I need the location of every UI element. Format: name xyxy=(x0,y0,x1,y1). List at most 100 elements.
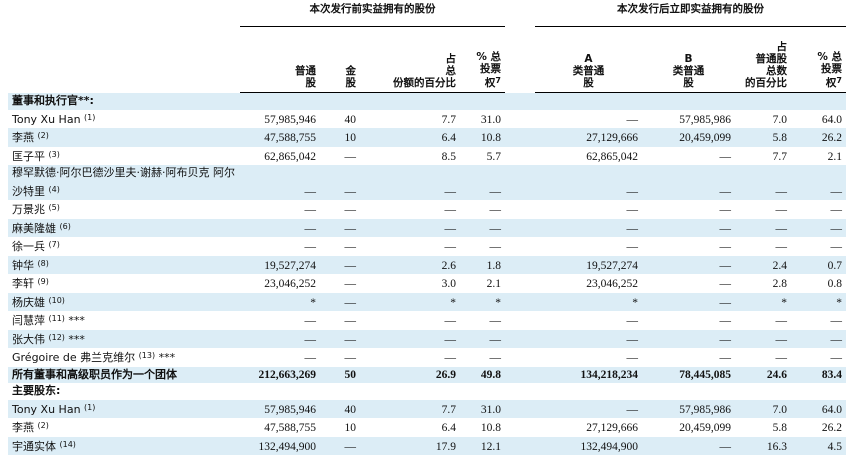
column-header-line: 权 xyxy=(485,77,496,89)
value-cell: — xyxy=(360,311,460,330)
value-cell: 7.0 xyxy=(735,400,791,419)
value-cell: 5.7 xyxy=(460,147,505,166)
spacer xyxy=(505,110,535,129)
table-row: 穆罕默德·阿尔巴德沙里夫·谢赫·阿布贝克 阿尔沙特里 (4)———————— xyxy=(8,165,846,200)
row-label: 所有董事和高级职员作为一个团体 xyxy=(12,368,177,381)
row-label: 李燕 xyxy=(12,421,34,434)
value-cell: 6.4 xyxy=(360,128,460,147)
column-header-line: 占 xyxy=(777,41,788,53)
value-cell: 0.8 xyxy=(791,274,846,293)
value-cell: — xyxy=(240,311,320,330)
footnote-ref: (5) xyxy=(49,203,60,212)
row-label-cell: 董事和执行官**: xyxy=(8,93,846,110)
row-label-cell: 麻美隆雄 (6) xyxy=(8,219,240,238)
spacer xyxy=(505,418,535,437)
footnote-ref: 7 xyxy=(495,76,501,85)
value-cell: 10.8 xyxy=(460,128,505,147)
value-cell: 27,129,666 xyxy=(535,128,642,147)
row-label: 主要股东: xyxy=(12,384,60,397)
value-cell: — xyxy=(240,219,320,238)
value-cell: — xyxy=(535,330,642,349)
value-cell: 17.9 xyxy=(360,437,460,455)
value-cell: — xyxy=(642,311,735,330)
value-cell: — xyxy=(791,311,846,330)
spacer xyxy=(505,200,535,219)
row-label-cell: 李燕 (2) xyxy=(8,128,240,147)
row-label-cell: 闫慧萍 (11) *** xyxy=(8,311,240,330)
row-label: 匡子平 xyxy=(12,150,45,163)
group-header: 本次发行前实益拥有的股份 xyxy=(240,0,505,27)
value-cell: — xyxy=(735,311,791,330)
value-cell: 40 xyxy=(320,110,360,129)
spacer xyxy=(505,256,535,275)
value-cell: * xyxy=(360,293,460,312)
value-cell: 5.8 xyxy=(735,128,791,147)
value-cell: 0.7 xyxy=(791,256,846,275)
column-header-line: 总 xyxy=(446,65,457,77)
value-cell: 212,663,269 xyxy=(240,367,320,384)
value-cell: — xyxy=(320,330,360,349)
table-row: 徐一兵 (7)———————— xyxy=(8,237,846,256)
column-header-line: 股 xyxy=(306,77,317,89)
value-cell: 2.6 xyxy=(360,256,460,275)
column-header-line: 份额的百分比 xyxy=(393,77,456,89)
value-cell: — xyxy=(791,165,846,200)
value-cell: 7.7 xyxy=(360,110,460,129)
ownership-table: 本次发行前实益拥有的股份 本次发行后立即实益拥有的股份 普通股金股占总份额的百分… xyxy=(8,0,846,455)
value-cell: 132,494,900 xyxy=(240,437,320,455)
value-cell: — xyxy=(460,219,505,238)
column-header: 金股 xyxy=(320,27,360,93)
row-label-cell: 穆罕默德·阿尔巴德沙里夫·谢赫·阿布贝克 阿尔沙特里 (4) xyxy=(8,165,240,200)
value-cell: — xyxy=(360,219,460,238)
column-header: 占总份额的百分比 xyxy=(360,27,460,93)
column-header-line: 股 xyxy=(683,77,694,89)
row-label-cell: 匡子平 (3) xyxy=(8,147,240,166)
row-label-cell: 万景兆 (5) xyxy=(8,200,240,219)
footnote-ref: (14) xyxy=(60,440,76,449)
footnote-ref: (13) xyxy=(139,351,155,360)
row-label: 李燕 xyxy=(12,131,34,144)
footnote-ref: (10) xyxy=(49,296,65,305)
footnote-ref: (4) xyxy=(49,185,60,194)
footnote-ref: 7 xyxy=(836,76,842,85)
value-cell: — xyxy=(460,311,505,330)
value-cell: 20,459,099 xyxy=(642,418,735,437)
value-cell: 64.0 xyxy=(791,110,846,129)
value-cell: 1.8 xyxy=(460,256,505,275)
spacer xyxy=(505,219,535,238)
column-header-line: 股 xyxy=(346,77,357,89)
column-header-line: 股 xyxy=(583,77,594,89)
value-cell: — xyxy=(642,147,735,166)
value-cell: — xyxy=(460,165,505,200)
value-cell: * xyxy=(240,293,320,312)
value-cell: 6.4 xyxy=(360,418,460,437)
value-cell: 57,985,986 xyxy=(642,400,735,419)
value-cell: — xyxy=(535,400,642,419)
value-cell: 57,985,986 xyxy=(642,110,735,129)
value-cell: — xyxy=(791,237,846,256)
row-label: 万景兆 xyxy=(12,203,45,216)
value-cell: — xyxy=(642,330,735,349)
value-cell: — xyxy=(735,200,791,219)
value-cell: 20,459,099 xyxy=(642,128,735,147)
value-cell: — xyxy=(535,237,642,256)
value-cell: — xyxy=(320,311,360,330)
table-row: 张大伟 (12) ***———————— xyxy=(8,330,846,349)
value-cell: — xyxy=(320,437,360,455)
value-cell: 5.8 xyxy=(735,418,791,437)
spacer xyxy=(505,27,535,93)
value-cell: — xyxy=(360,165,460,200)
value-cell: 12.1 xyxy=(460,437,505,455)
value-cell: 7.0 xyxy=(735,110,791,129)
row-label: Grégoire de 弗兰克维尔 xyxy=(12,351,135,364)
column-header-line: % 总 xyxy=(476,51,501,63)
row-label: 张大伟 xyxy=(12,333,45,346)
value-cell: 132,494,900 xyxy=(535,437,642,455)
footnote-ref: (9) xyxy=(38,277,49,286)
value-cell: — xyxy=(320,147,360,166)
row-label: 董事和执行官**: xyxy=(12,94,94,107)
